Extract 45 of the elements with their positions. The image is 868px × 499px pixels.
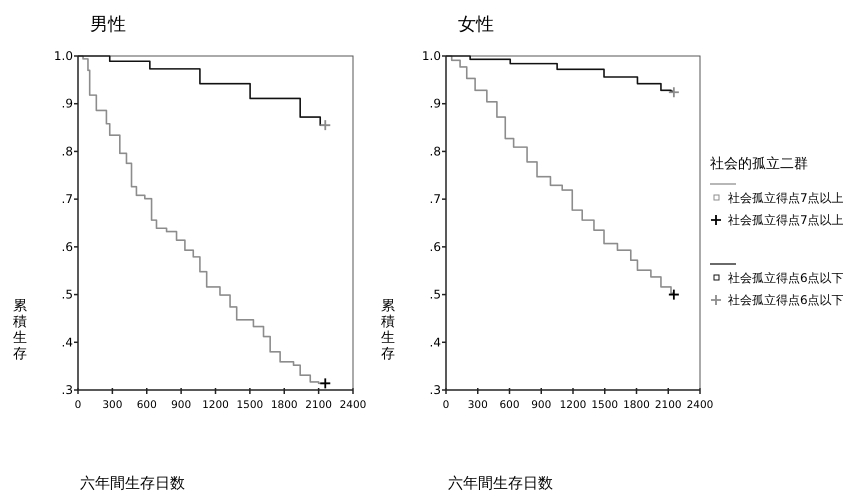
y-tick-label: 1.0	[422, 49, 441, 63]
legend-title: 社会的孤立二群	[710, 156, 808, 172]
x-tick-label: 300	[468, 399, 488, 411]
x-tick-label: 1800	[270, 399, 298, 411]
x-tick-label: 0	[442, 399, 450, 411]
x-tick-label: 600	[136, 399, 157, 411]
y-tick-label: .6	[430, 240, 441, 254]
x-tick-label: 2100	[654, 399, 682, 411]
y-axis-title: 累積生存	[381, 298, 395, 362]
x-tick-label: 1200	[560, 399, 586, 411]
x-axis-title: 六年間生存日数	[80, 474, 185, 492]
legend-label: 社会孤立得点6点以下	[728, 293, 844, 307]
y-tick-label: .3	[62, 383, 73, 397]
y-tick-label: .8	[62, 144, 73, 158]
x-tick-label: 1200	[202, 399, 229, 411]
x-tick-label: 2400	[340, 399, 366, 411]
y-tick-label: 1.0	[54, 49, 73, 63]
y-axis-title: 累積生存	[13, 298, 27, 362]
x-axis-title: 六年間生存日数	[448, 474, 553, 492]
x-tick-label: 900	[531, 399, 552, 411]
y-tick-label: .6	[62, 240, 73, 254]
x-tick-label: 900	[171, 399, 192, 411]
y-tick-label: .9	[430, 96, 441, 111]
x-tick-label: 0	[74, 399, 82, 411]
y-tick-label: .9	[62, 96, 73, 111]
y-tick-label: .4	[430, 335, 441, 350]
y-tick-label: .5	[430, 288, 441, 302]
chart-title: 男性	[90, 14, 126, 35]
x-tick-label: 2400	[686, 399, 714, 411]
x-tick-label: 1800	[623, 399, 650, 411]
legend-label: 社会孤立得点7点以上	[728, 213, 844, 227]
y-tick-label: .3	[430, 383, 441, 397]
chart-title: 女性	[458, 14, 494, 35]
legend-label: 社会孤立得点6点以下	[728, 271, 844, 285]
y-tick-label: .5	[62, 288, 73, 302]
x-tick-label: 2100	[305, 399, 332, 411]
legend-label: 社会孤立得点7点以上	[728, 191, 844, 205]
x-tick-label: 600	[499, 399, 520, 411]
y-tick-label: .7	[430, 192, 441, 206]
x-tick-label: 1500	[236, 399, 264, 411]
y-tick-label: .7	[62, 192, 73, 206]
y-tick-label: .8	[430, 144, 441, 158]
x-tick-label: 1500	[591, 399, 618, 411]
y-tick-label: .4	[62, 335, 73, 350]
x-tick-label: 300	[102, 399, 122, 411]
